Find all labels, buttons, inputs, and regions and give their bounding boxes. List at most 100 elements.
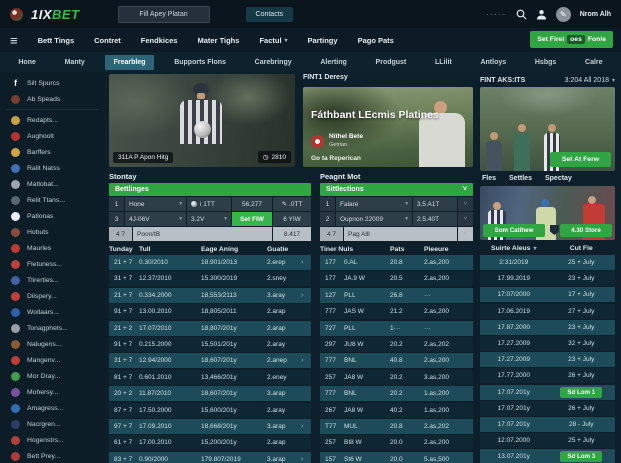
- table-row[interactable]: 17.27.2009 23 + July: [480, 352, 615, 368]
- col-suirte-aleus[interactable]: Suirte Aleus ▾: [491, 245, 537, 252]
- sidebar-item[interactable]: Barffers: [0, 144, 105, 160]
- table-row[interactable]: 177 JA.9 W 20.5 2.as,200: [320, 271, 473, 287]
- sidebar-item[interactable]: Tlirerties...: [0, 272, 105, 288]
- selection-select[interactable]: Falare ▾: [336, 197, 412, 211]
- banner-hurling[interactable]: Som Catlhew 4.30 Store: [480, 186, 615, 240]
- team-select[interactable]: Hone ▾: [125, 197, 186, 211]
- tab-alerting[interactable]: Alerting: [320, 58, 347, 66]
- sidebar-item[interactable]: Mangenv...: [0, 352, 105, 368]
- sidebar-item[interactable]: Redapts...: [0, 112, 105, 128]
- tab-calre[interactable]: Calre: [585, 58, 603, 66]
- tab-fles[interactable]: Fles: [482, 175, 497, 182]
- sidebar-item[interactable]: Ralit Natss: [0, 160, 105, 176]
- sd-lom-button[interactable]: Sd Lom 1: [560, 386, 603, 398]
- table-row[interactable]: 157 St6 W 20.0 5.as,500: [320, 451, 473, 463]
- table-row[interactable]: 21 + 2 17.07/2010 18,807/201y 2.arap: [109, 320, 311, 336]
- banner-football[interactable]: 311A P Apon Hitg ◷ 2810: [109, 74, 295, 167]
- user-icon[interactable]: [536, 9, 547, 20]
- table-row[interactable]: 17:07/2000 17 + July: [480, 287, 615, 303]
- sidebar-item[interactable]: Hobuts: [0, 224, 105, 240]
- sidebar-item[interactable]: Bett Prey...: [0, 448, 105, 463]
- sidebar-item[interactable]: Maurles: [0, 240, 105, 256]
- nav-item-fendkices[interactable]: Fendkices: [140, 35, 178, 45]
- sd-lom-button[interactable]: Sd Lom 3: [560, 451, 603, 463]
- tab-bupports-flons[interactable]: Bupports Flons: [174, 58, 226, 66]
- table-row[interactable]: 777 JAS W 21.2 2.as,200: [320, 304, 473, 320]
- table-row[interactable]: 2:31/2019 25 + July: [480, 255, 615, 270]
- menu-icon[interactable]: ≡: [10, 32, 18, 48]
- table-row[interactable]: 91 + 7 13.00.2010 18,805/2011 2.arap: [109, 304, 311, 320]
- table-row[interactable]: 17.06.2019 27 + July: [480, 303, 615, 319]
- sidebar-item[interactable]: Nacrgren...: [0, 416, 105, 432]
- sidebar-item[interactable]: Aughoolt: [0, 128, 105, 144]
- table-row[interactable]: 777 BNL 20.2 1.as,200: [320, 386, 473, 402]
- username-label[interactable]: Nrom Alh: [579, 10, 611, 18]
- table-row[interactable]: 83 + 7 0.90/2000 179.807/2019 3.arap ›: [109, 451, 311, 463]
- brand-logo[interactable]: 1IXBET: [31, 6, 80, 22]
- table-row[interactable]: 17.99.2019 23 + July: [480, 271, 615, 287]
- dots-menu-icon[interactable]: ·····: [485, 9, 507, 19]
- table-row[interactable]: 13.07.201y Sd Lom 3: [480, 449, 615, 463]
- sidebar-item[interactable]: Mor Dray...: [0, 368, 105, 384]
- table-row[interactable]: 97 + 7 17.09.2010 18,668/201y 3.arap ›: [109, 418, 311, 434]
- promo-button[interactable]: Fill Apey Platan: [117, 5, 210, 23]
- tab-hsbgs[interactable]: Hsbgs: [534, 58, 557, 66]
- table-row[interactable]: 17.27.2009 32 + July: [480, 335, 615, 351]
- table-row[interactable]: 127 PLL 26.8 ···: [320, 287, 473, 303]
- tab-manty[interactable]: Manty: [64, 58, 85, 66]
- table-row[interactable]: 17.07.201y Sd Lom 1: [480, 384, 615, 400]
- store-button[interactable]: 4.30 Store: [560, 224, 612, 237]
- selection-select[interactable]: Oupnon 22009 ▾: [336, 212, 412, 226]
- banner-soccer[interactable]: Set At Ferw: [480, 87, 615, 171]
- tab-llilit[interactable]: LLilit: [435, 58, 452, 66]
- nav-item-partingy[interactable]: Partingy: [307, 35, 338, 45]
- nav-item-bett-tings[interactable]: Bett Tings: [37, 35, 75, 45]
- expand-button[interactable]: ˅: [458, 197, 473, 211]
- odds-select[interactable]: 3.2V ▾: [187, 212, 231, 226]
- table-row[interactable]: 21 + 7 0.30/2010 18.901/2013 2.erep ›: [109, 255, 311, 270]
- tab-settles[interactable]: Settles: [509, 175, 532, 182]
- table-row[interactable]: 267 JA8 W 40.2 1.as,200: [320, 402, 473, 418]
- table-row[interactable]: 177 0.AL 20.8 2.as,200: [320, 255, 473, 270]
- table-row[interactable]: 257 BI8 W 20.0 2.as,200: [320, 435, 473, 451]
- som-catlhew-button[interactable]: Som Catlhew: [483, 224, 545, 237]
- table-row[interactable]: 31 + 7 12.37/2010 15.300/2019 2.sney: [109, 271, 311, 287]
- sidebar-item[interactable]: Nalugens...: [0, 336, 105, 352]
- sidebar-item[interactable]: Mohersy...: [0, 384, 105, 400]
- sidebar-item[interactable]: Relit Ttans...: [0, 192, 105, 208]
- nav-item-pago-pats[interactable]: Pago Pats: [357, 35, 394, 45]
- tab-hone[interactable]: Hone: [18, 58, 36, 66]
- sidebar-item[interactable]: Amagress...: [0, 400, 105, 416]
- table-row[interactable]: 12.07.2000 25 + July: [480, 433, 615, 449]
- sidebar-item[interactable]: Hogenstrs...: [0, 432, 105, 448]
- tab-spectay[interactable]: Spectay: [544, 175, 572, 182]
- sidebar-item[interactable]: Tonagphets...: [0, 320, 105, 336]
- table-row[interactable]: 81 + 7 0.601.2010 13,466/201y 2.eney: [109, 369, 311, 385]
- season-filter[interactable]: 3:204 All 2018 ▾: [564, 77, 615, 84]
- tab-antloys[interactable]: Antloys: [480, 58, 507, 66]
- set-at-ferw-button[interactable]: Set At Ferw: [549, 152, 611, 167]
- table-row[interactable]: 777 BNL 40.8 2.as,200: [320, 353, 473, 369]
- set-fiw-button[interactable]: Set FIW: [232, 212, 272, 226]
- nav-item-factul[interactable]: Factul ▾: [259, 35, 288, 45]
- table-row[interactable]: 91 + 7 0.215.2000 15,501/201y 2.aray: [109, 336, 311, 352]
- sidebar-item[interactable]: Matlobat...: [0, 176, 105, 192]
- table-row[interactable]: 20 + 2 11.87/2010 18,607/201y 3.arap: [109, 386, 311, 402]
- promo-cta-button[interactable]: Set Firel oes Fonle: [530, 31, 613, 48]
- tab-prodgust[interactable]: Prodgust: [375, 58, 407, 66]
- bettlinges-header[interactable]: Bettlinges: [109, 183, 311, 196]
- table-row[interactable]: 21 + 7 0.334.2000 18,553/2113 3.aray ›: [109, 287, 311, 303]
- banner-promo[interactable]: Fáthbant LEcmis Platines Nithel Bete Getr…: [303, 87, 473, 167]
- sidebar-item[interactable]: Ab Speads: [0, 91, 105, 107]
- table-row[interactable]: 17.07.201y 26 + July: [480, 400, 615, 416]
- table-row[interactable]: 257 JA8 W 20.2 3.as,200: [320, 369, 473, 385]
- nav-item-contret[interactable]: Contret: [94, 35, 121, 45]
- expand-button[interactable]: ˅: [458, 212, 473, 226]
- search-icon[interactable]: [516, 9, 527, 20]
- sidebar-item[interactable]: Fletuness...: [0, 256, 105, 272]
- table-row[interactable]: 17.77.2000 26 + July: [480, 368, 615, 384]
- table-row[interactable]: 87 + 7 17.50.2000 15,600/201y 2.aray: [109, 402, 311, 418]
- tab-frearbleg-active[interactable]: Frearbleg: [104, 54, 155, 70]
- table-row[interactable]: 31 + 7 12.94/2000 18,607/201y 2.anep ›: [109, 353, 311, 369]
- sidebar-item[interactable]: Dilspery...: [0, 288, 105, 304]
